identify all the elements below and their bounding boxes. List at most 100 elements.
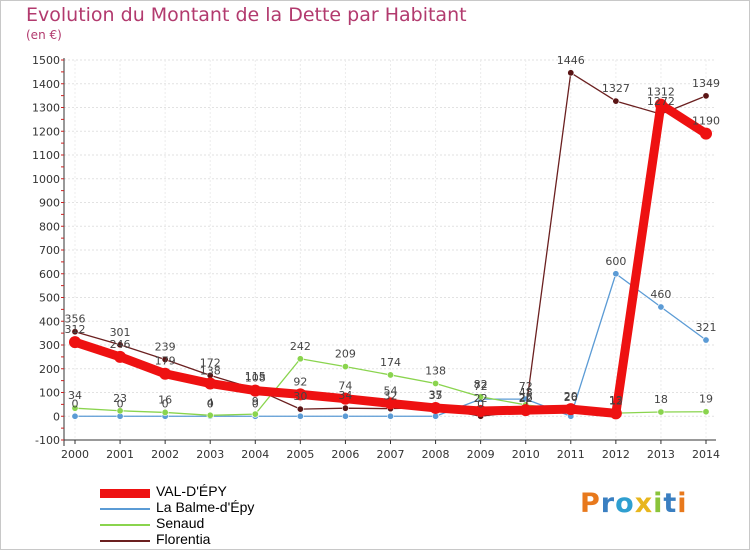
data-point <box>657 408 665 416</box>
data-point <box>116 341 124 349</box>
data-point <box>69 336 81 349</box>
data-label: 172 <box>200 356 221 369</box>
data-label: 356 <box>65 313 86 326</box>
data-label: 23 <box>113 392 127 405</box>
data-point <box>251 410 259 418</box>
data-label: 48 <box>519 386 533 399</box>
data-point <box>294 388 307 401</box>
data-label: 82 <box>474 378 488 391</box>
data-point <box>657 303 665 311</box>
data-label: 37 <box>429 388 443 401</box>
data-label: 600 <box>605 255 626 268</box>
data-point <box>114 350 127 363</box>
data-label: 19 <box>699 393 713 406</box>
data-point <box>612 97 620 105</box>
data-label: 20 <box>564 390 578 403</box>
data-point <box>204 377 217 390</box>
data-label: 0 <box>117 397 124 410</box>
data-point <box>116 407 124 415</box>
data-label: 18 <box>654 393 668 406</box>
y-tick-label: 400 <box>39 315 60 328</box>
data-point <box>161 408 169 416</box>
x-tick-label: 2000 <box>61 448 89 461</box>
data-point <box>477 393 485 401</box>
chart-unit: (en €) <box>26 28 62 42</box>
x-tick-label: 2009 <box>467 448 495 461</box>
data-point <box>564 403 577 416</box>
data-label: 0 <box>72 397 79 410</box>
data-point <box>341 363 349 371</box>
data-label: 92 <box>293 375 307 388</box>
data-point <box>341 412 349 420</box>
data-point <box>612 270 620 278</box>
data-point <box>386 371 394 379</box>
y-tick-label: 200 <box>39 363 60 376</box>
y-tick-label: 500 <box>39 292 60 305</box>
data-point <box>700 127 712 140</box>
data-label: 26 <box>564 391 578 404</box>
legend-swatch <box>100 540 150 542</box>
data-point <box>432 412 440 420</box>
data-label: 72 <box>519 380 533 393</box>
data-label: 54 <box>384 384 398 397</box>
data-label: 174 <box>380 356 401 369</box>
y-tick-label: 1300 <box>32 102 60 115</box>
x-tick-label: 2013 <box>647 448 675 461</box>
data-point <box>71 328 79 336</box>
data-point <box>474 405 487 418</box>
data-label: 179 <box>155 355 176 368</box>
y-tick-label: 1200 <box>32 125 60 138</box>
data-point <box>249 384 262 397</box>
x-tick-label: 2006 <box>331 448 359 461</box>
data-label: 209 <box>335 348 356 361</box>
y-tick-label: 900 <box>39 197 60 210</box>
data-label: 34 <box>68 389 82 402</box>
data-label: 22 <box>519 392 533 405</box>
data-label: 1327 <box>602 82 630 95</box>
y-tick-label: 1100 <box>32 149 60 162</box>
data-label: 30 <box>293 390 307 403</box>
y-tick-label: 1400 <box>32 78 60 91</box>
x-tick-label: 2008 <box>422 448 450 461</box>
y-tick-label: 800 <box>39 220 60 233</box>
y-tick-label: 600 <box>39 268 60 281</box>
data-label: 460 <box>650 288 671 301</box>
data-label: 22 <box>474 392 488 405</box>
y-tick-label: -100 <box>35 434 60 447</box>
data-point <box>386 412 394 420</box>
data-point <box>432 379 440 387</box>
data-label: 239 <box>155 340 176 353</box>
data-label: 1446 <box>557 54 585 67</box>
y-tick-label: 1500 <box>32 54 60 67</box>
x-tick-label: 2001 <box>106 448 134 461</box>
data-label: 74 <box>338 380 352 393</box>
data-point <box>159 367 172 380</box>
legend-label: Senaud <box>156 515 205 531</box>
data-label: 9 <box>252 395 259 408</box>
data-label: 321 <box>696 321 717 334</box>
data-point <box>296 412 304 420</box>
data-point <box>339 392 352 405</box>
data-point <box>71 404 79 412</box>
data-label: 16 <box>158 393 172 406</box>
data-label: 242 <box>290 340 311 353</box>
data-point <box>384 397 397 410</box>
legend-label: VAL-D'ÉPY <box>156 483 227 499</box>
data-label: 138 <box>425 364 446 377</box>
x-tick-label: 2014 <box>692 448 720 461</box>
x-tick-label: 2002 <box>151 448 179 461</box>
data-point <box>702 408 710 416</box>
data-point <box>519 404 532 417</box>
data-label: 13 <box>609 394 623 407</box>
data-label: 1349 <box>692 77 720 90</box>
legend-label: La Balme-d'Épy <box>156 499 255 515</box>
data-label: 4 <box>207 396 214 409</box>
data-point <box>702 92 710 100</box>
chart-title: Evolution du Montant de la Dette par Hab… <box>26 4 467 26</box>
data-label: 32 <box>384 390 398 403</box>
y-tick-label: 700 <box>39 244 60 257</box>
data-point <box>567 69 575 77</box>
data-point <box>429 401 442 414</box>
data-label: 72 <box>474 380 488 393</box>
